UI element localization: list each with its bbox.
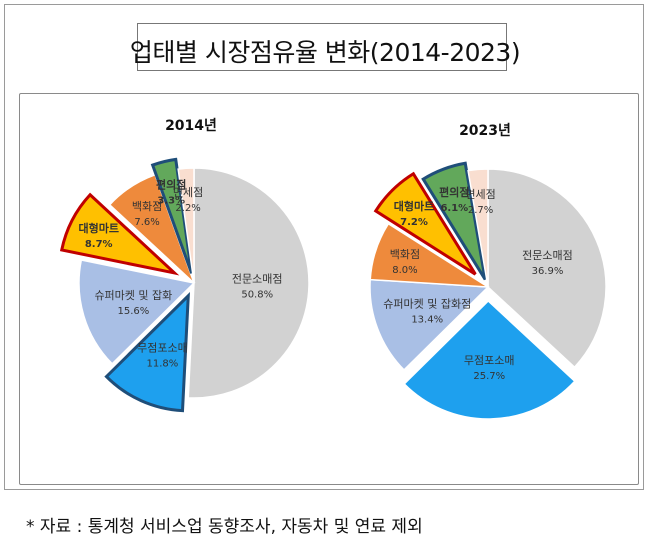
slice-label: 전문소매점 bbox=[522, 249, 573, 262]
slice-label: 무점포소매 bbox=[137, 342, 188, 355]
slice-label: 슈퍼마켓 및 잡화점 bbox=[383, 298, 471, 311]
pie-slice bbox=[59, 192, 180, 276]
slice-value: 25.7% bbox=[473, 371, 505, 382]
slice-value: 7.6% bbox=[134, 217, 159, 228]
pie-title: 2014년 bbox=[165, 118, 217, 134]
pie-slice bbox=[78, 259, 196, 365]
slice-value: 7.2% bbox=[400, 217, 428, 228]
slice-label: 대형마트 bbox=[78, 221, 118, 235]
slice-label: 슈퍼마켓 및 잡화 bbox=[94, 289, 172, 302]
title-box bbox=[137, 23, 507, 71]
slice-value: 3.3% bbox=[157, 196, 185, 207]
slice-value: 2.7% bbox=[468, 205, 493, 216]
slice-value: 2.2% bbox=[175, 203, 200, 214]
slice-label: 편의점 bbox=[156, 178, 186, 192]
slice-label: 대형마트 bbox=[394, 199, 434, 213]
pie-slice bbox=[177, 167, 195, 284]
source-note: * 자료 : 통계청 서비스업 동향조사, 자동차 및 연료 제외 bbox=[26, 517, 423, 537]
pie-slice bbox=[467, 168, 489, 288]
slice-value: 15.6% bbox=[117, 306, 149, 317]
slice-value: 11.8% bbox=[147, 359, 179, 370]
pie-slice bbox=[104, 291, 190, 413]
slice-value: 13.4% bbox=[411, 315, 443, 326]
pie-slice bbox=[369, 278, 490, 371]
pie-slice bbox=[150, 157, 194, 274]
pie-slice bbox=[187, 167, 310, 399]
slice-value: 8.7% bbox=[85, 239, 113, 250]
pie-slice bbox=[369, 222, 489, 288]
slice-value: 50.8% bbox=[241, 290, 273, 301]
pie-slice bbox=[373, 171, 477, 276]
chart-title: 업태별 시장점유율 변화(2014-2023) bbox=[129, 38, 521, 67]
slice-label: 전문소매점 bbox=[232, 273, 283, 286]
slice-label: 무점포소매 bbox=[464, 354, 515, 367]
slice-label: 면세점 bbox=[465, 188, 495, 201]
slice-label: 백화점 bbox=[390, 248, 420, 261]
slice-label: 편의점 bbox=[439, 185, 469, 199]
slice-label: 면세점 bbox=[173, 186, 203, 199]
slice-value: 6.1% bbox=[440, 203, 468, 214]
slice-label: 백화점 bbox=[132, 200, 162, 213]
slice-value: 36.9% bbox=[532, 266, 564, 277]
pie-slice bbox=[421, 161, 487, 281]
charts-panel bbox=[19, 93, 639, 485]
pie-slice bbox=[487, 168, 607, 369]
slice-value: 8.0% bbox=[392, 265, 417, 276]
pie-slice bbox=[403, 299, 576, 420]
pie-title: 2023년 bbox=[459, 123, 511, 139]
